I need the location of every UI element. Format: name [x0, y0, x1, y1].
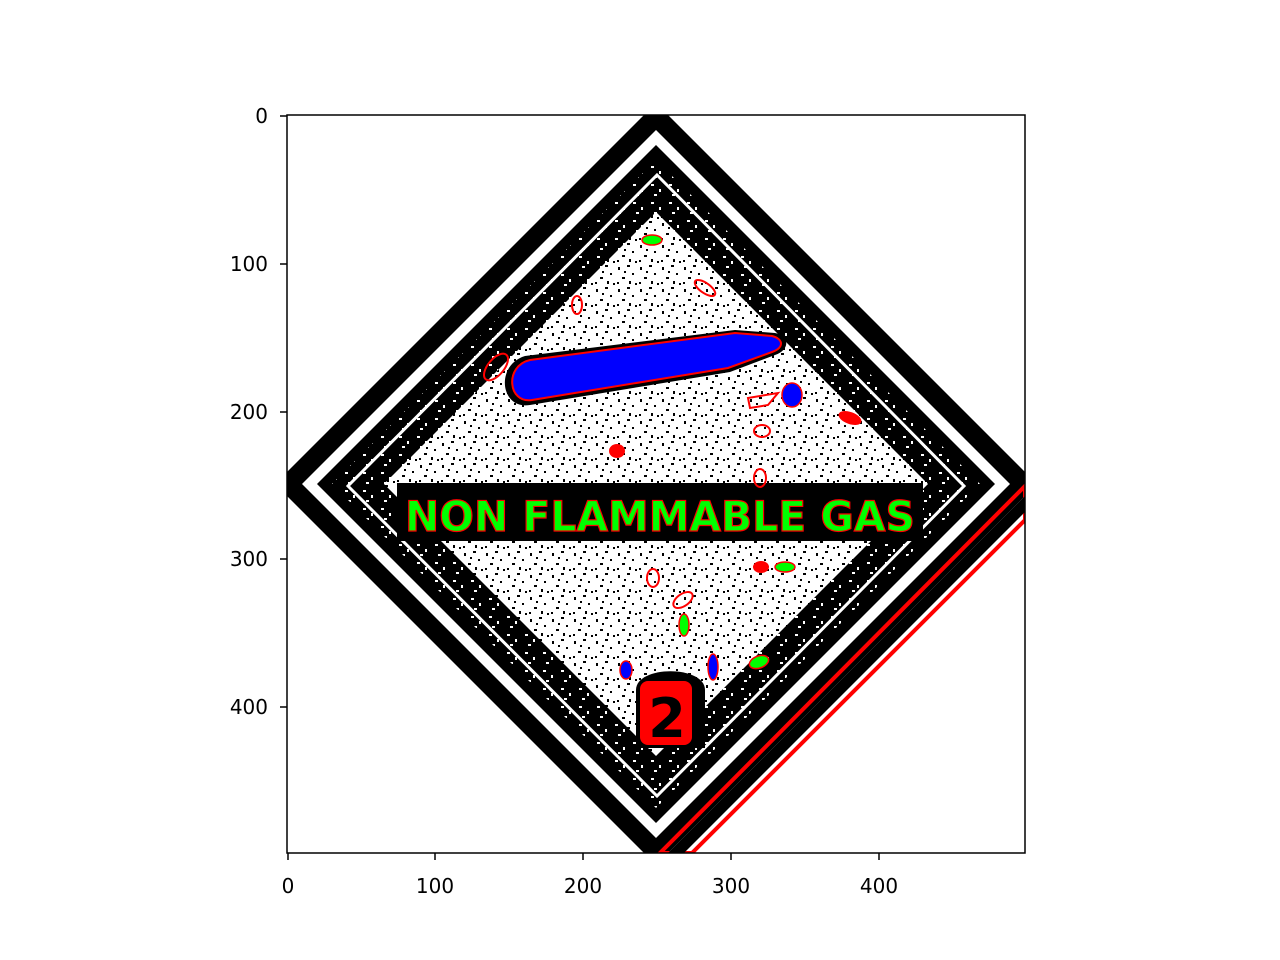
cylinder-contour	[511, 331, 782, 402]
inner-thin-line	[345, 172, 967, 799]
blob-contour	[619, 660, 633, 680]
blob-contour	[753, 424, 771, 438]
y-tick-label: 300	[230, 547, 268, 571]
blob-contour	[746, 391, 781, 410]
sign-text: NON FLAMMABLE GAS	[405, 492, 915, 541]
blob-contour	[707, 653, 719, 681]
edge-contour-lower-right	[657, 483, 1025, 853]
blob-contour	[571, 295, 583, 315]
x-tick-label: 200	[564, 874, 602, 898]
class-number-block: 2	[636, 671, 705, 750]
image-area: NON FLAMMABLE GAS 2	[287, 115, 1025, 853]
x-tick-label: 400	[860, 874, 898, 898]
x-tick-label: 0	[282, 874, 295, 898]
class-number-contour	[640, 681, 692, 745]
x-axis: 0 100 200 300 400	[282, 853, 898, 898]
blob-contour	[748, 654, 770, 670]
blob-contour	[678, 613, 690, 637]
cylinder-shape	[504, 330, 787, 406]
blob-contour	[838, 411, 862, 425]
blob-contour	[672, 591, 694, 609]
x-tick-label: 300	[712, 874, 750, 898]
blob-contour	[641, 234, 663, 246]
blob-contour	[753, 468, 767, 488]
y-tick-label: 0	[255, 104, 268, 128]
blob-contour	[693, 278, 717, 298]
x-tick-label: 100	[416, 874, 454, 898]
class-number: 2	[648, 687, 686, 750]
blob-contour	[781, 382, 803, 408]
blob-contour	[646, 568, 660, 588]
axes-frame	[286, 114, 1026, 854]
blob-contour	[609, 444, 625, 458]
blob-contour	[753, 561, 769, 573]
text-band	[397, 483, 923, 541]
blob-contour	[774, 561, 796, 573]
y-tick-label: 400	[230, 695, 268, 719]
y-axis: 0 100 200 300 400	[230, 104, 287, 719]
noise-contours	[483, 234, 862, 681]
y-tick-label: 100	[230, 252, 268, 276]
blob-contour	[483, 352, 509, 382]
edge-band-lower-right	[668, 496, 1025, 853]
y-tick-label: 200	[230, 400, 268, 424]
